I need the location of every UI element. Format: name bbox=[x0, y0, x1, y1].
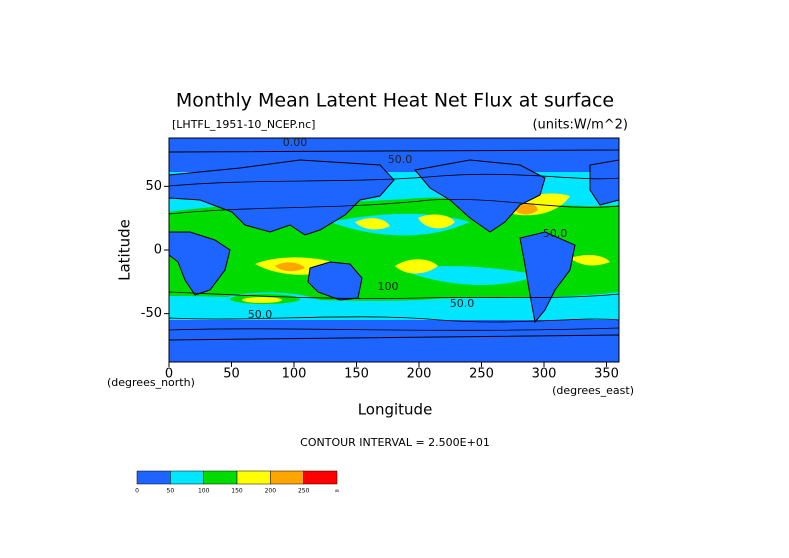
contour-label: 100 bbox=[378, 280, 399, 293]
contour-label: 0.00 bbox=[283, 136, 308, 149]
colorbar-swatch bbox=[236, 470, 271, 485]
map-field bbox=[169, 138, 619, 362]
contour-label: 50.0 bbox=[543, 227, 568, 240]
colorbar-swatch bbox=[136, 470, 171, 485]
x-tick-label: 0 bbox=[165, 367, 173, 382]
y-tick-label: 0 bbox=[154, 243, 162, 258]
colorbar-label: 150 bbox=[231, 488, 243, 495]
x-tick-label: 50 bbox=[223, 367, 240, 382]
y-axis-label: Latitude bbox=[116, 219, 134, 281]
x-tick-label: 200 bbox=[407, 367, 432, 382]
y-units: (degrees_north) bbox=[107, 376, 195, 389]
colorbar-label: 0 bbox=[135, 488, 139, 495]
x-axis-label: Longitude bbox=[358, 401, 433, 419]
contour-label: 50.0 bbox=[450, 297, 475, 310]
x-tick-label: 300 bbox=[532, 367, 557, 382]
y-tick-label: -50 bbox=[141, 306, 162, 321]
colorbar-swatch bbox=[303, 470, 338, 485]
units-label: (units:W/m^2) bbox=[532, 118, 628, 133]
contour-interval: CONTOUR INTERVAL = 2.500E+01 bbox=[300, 436, 490, 449]
chart-title: Monthly Mean Latent Heat Net Flux at sur… bbox=[176, 90, 614, 112]
colorbar-label: 200 bbox=[265, 488, 277, 495]
colorbar-swatch bbox=[270, 470, 304, 485]
x-tick-label: 350 bbox=[594, 367, 619, 382]
file-label: [LHTFL_1951-10_NCEP.nc] bbox=[172, 118, 315, 131]
x-tick-label: 250 bbox=[469, 367, 494, 382]
x-tick-label: 100 bbox=[282, 367, 307, 382]
colorbar-swatch bbox=[170, 470, 204, 485]
x-units: (degrees_east) bbox=[552, 384, 634, 397]
colorbar-label: ∞ bbox=[335, 488, 340, 495]
colorbar-swatch bbox=[203, 470, 238, 485]
x-tick-label: 150 bbox=[344, 367, 369, 382]
contour-label: 50.0 bbox=[248, 308, 273, 321]
colorbar-label: 250 bbox=[298, 488, 310, 495]
contour-label: 50.0 bbox=[388, 153, 413, 166]
colorbar-label: 50 bbox=[167, 488, 175, 495]
colorbar-label: 100 bbox=[198, 488, 210, 495]
y-tick-label: 50 bbox=[145, 179, 162, 194]
